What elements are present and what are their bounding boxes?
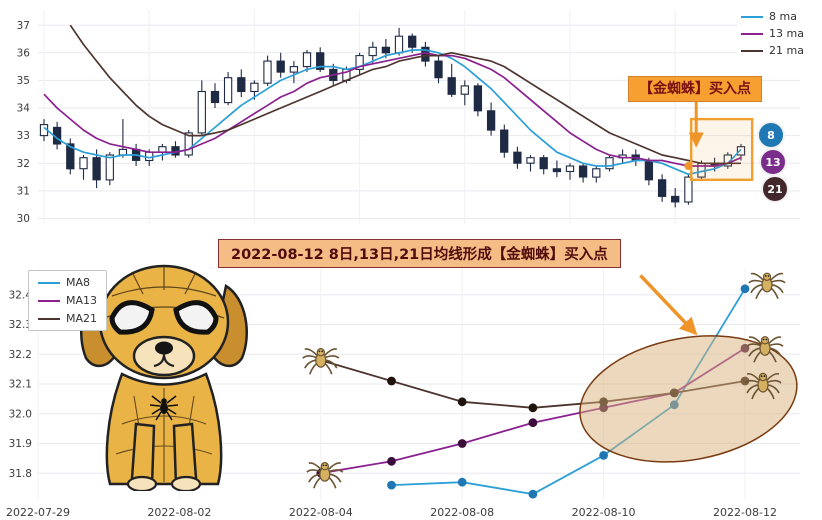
dog-left-eye <box>109 300 155 335</box>
bottom-y-axis-labels: 31.8 31.9 32.0 32.1 32.2 32.3 32.4 <box>9 289 33 479</box>
bottom-chart-legend: MA8 MA13 MA21 <box>28 270 108 331</box>
8ma-line-swatch <box>741 15 764 18</box>
svg-text:2022-07-29: 2022-07-29 <box>6 506 70 519</box>
svg-text:37: 37 <box>17 20 30 32</box>
ma13-line-swatch <box>38 299 60 302</box>
svg-text:32: 32 <box>17 158 30 170</box>
ma8-line-swatch <box>38 281 60 284</box>
legend-label-ma13: MA13 <box>66 294 98 307</box>
dog-mouth <box>153 353 175 368</box>
golden-spider-dog-image <box>80 264 248 491</box>
top-grid <box>38 10 800 224</box>
legend-item-ma8: MA8 <box>38 276 97 289</box>
legend-label-ma21: MA21 <box>66 312 98 325</box>
svg-text:31.9: 31.9 <box>9 438 32 450</box>
legend-label-21ma: 21 ma <box>769 44 804 57</box>
top-chart-legend: 8 ma 13 ma 21 ma <box>737 8 808 59</box>
ma21-line-swatch <box>38 317 60 320</box>
spider-emblem-icon <box>149 395 179 421</box>
svg-text:32.3: 32.3 <box>9 319 32 331</box>
svg-text:32.1: 32.1 <box>9 379 32 391</box>
buy-point-label: 【金蜘蛛】买入点 <box>628 76 762 103</box>
13ma-line-swatch <box>741 32 764 35</box>
convergence-dot <box>684 162 693 170</box>
svg-text:30: 30 <box>17 213 30 225</box>
svg-text:2022-08-12: 2022-08-12 <box>713 506 777 519</box>
21ma-line-swatch <box>741 49 764 52</box>
svg-text:33: 33 <box>17 130 30 142</box>
golden-spider-highlight-box <box>690 117 754 181</box>
svg-text:2022-08-08: 2022-08-08 <box>430 506 494 519</box>
dog-nose <box>155 341 173 355</box>
candlestick-panel: 30 31 32 33 34 35 36 37 8 ma 13 ma 21 ma 【金蜘蛛】买… <box>0 0 822 232</box>
legend-label-ma8: MA8 <box>66 276 91 289</box>
dog-left-paw <box>126 475 158 491</box>
top-ma-lines <box>43 24 742 176</box>
legend-item-21ma[interactable]: 21 ma <box>741 44 804 57</box>
signal-title-annotation: 2022-08-12 8日,13日,21日均线形成【金蜘蛛】买入点 <box>218 239 621 268</box>
legend-item-ma13: MA13 <box>38 294 97 307</box>
legend-item-8ma[interactable]: 8 ma <box>741 10 804 23</box>
svg-text:31: 31 <box>17 186 30 198</box>
svg-text:35: 35 <box>17 75 30 87</box>
dog-right-paw <box>170 475 202 491</box>
legend-label-8ma: 8 ma <box>769 10 797 23</box>
ma8-badge: 8 <box>757 121 785 149</box>
legend-label-13ma: 13 ma <box>769 27 804 40</box>
candlestick-chart-svg: 30 31 32 33 34 35 36 37 <box>17 10 800 225</box>
ma13-badge: 13 <box>759 148 787 176</box>
top-y-axis-labels: 30 31 32 33 34 35 36 37 <box>17 20 31 225</box>
title-to-ellipse-arrow <box>639 274 698 336</box>
svg-text:32.0: 32.0 <box>9 408 32 420</box>
svg-text:32.2: 32.2 <box>9 349 32 361</box>
legend-item-ma21: MA21 <box>38 312 97 325</box>
legend-item-13ma[interactable]: 13 ma <box>741 27 804 40</box>
bottom-x-axis-labels: 2022-07-29 2022-08-02 2022-08-04 2022-08-08… <box>6 506 777 519</box>
svg-text:34: 34 <box>17 103 31 115</box>
ma-line-panel: 31.8 31.9 32.0 32.1 32.2 32.3 32.4 2022-07-29 20… <box>0 232 822 520</box>
dog-right-eye <box>173 300 219 335</box>
golden-spider-highlight-ellipse <box>579 335 798 463</box>
svg-text:31.8: 31.8 <box>9 468 32 480</box>
ma21-badge: 21 <box>761 175 789 203</box>
svg-text:2022-08-10: 2022-08-10 <box>572 506 636 519</box>
svg-text:36: 36 <box>17 47 31 59</box>
svg-text:2022-08-02: 2022-08-02 <box>147 506 211 519</box>
spider-icon <box>305 461 344 490</box>
svg-text:2022-08-04: 2022-08-04 <box>289 506 353 519</box>
svg-text:32.4: 32.4 <box>9 289 33 301</box>
